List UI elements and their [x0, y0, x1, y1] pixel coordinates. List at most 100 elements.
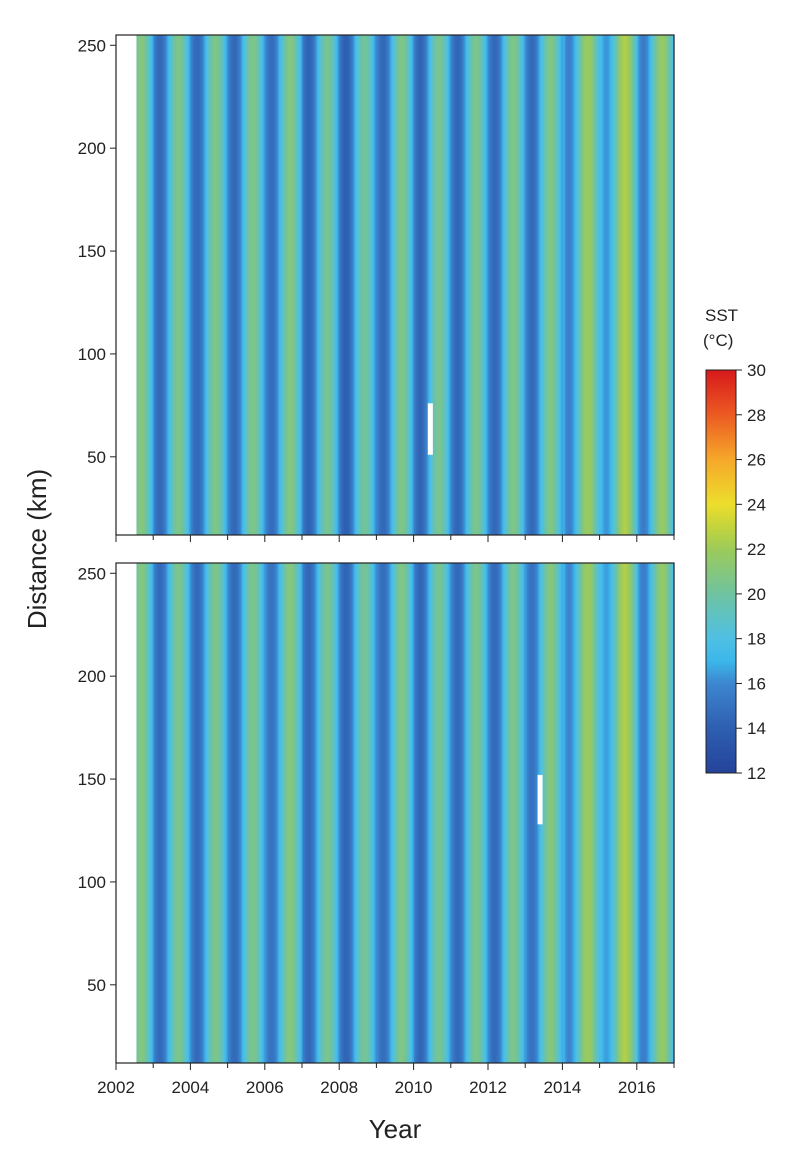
sst-column	[602, 35, 604, 535]
sst-column	[231, 563, 233, 1063]
x-tick-label: 2012	[469, 1078, 507, 1097]
sst-column	[437, 35, 439, 535]
sst-column	[492, 35, 495, 535]
sst-column	[202, 563, 204, 1063]
sst-column	[544, 563, 546, 1063]
sst-column	[318, 35, 320, 535]
sst-column	[614, 35, 617, 535]
sst-column	[359, 35, 362, 535]
sst-column	[279, 563, 282, 1063]
sst-column	[585, 563, 588, 1063]
sst-column	[200, 35, 202, 535]
sst-column	[651, 35, 653, 535]
sst-column	[586, 563, 589, 1063]
sst-column	[150, 35, 152, 535]
sst-column	[344, 35, 347, 535]
sst-column	[368, 35, 370, 535]
sst-column	[229, 563, 231, 1063]
sst-column	[355, 35, 357, 535]
sst-column	[480, 35, 482, 535]
sst-column	[233, 35, 235, 535]
sst-column	[264, 563, 266, 1063]
sst-column	[248, 563, 250, 1063]
sst-column	[426, 563, 428, 1063]
sst-column	[283, 563, 286, 1063]
sst-column	[209, 563, 211, 1063]
sst-column	[530, 563, 532, 1063]
sst-column	[260, 563, 262, 1063]
sst-column	[420, 563, 423, 1063]
sst-column	[454, 35, 457, 535]
sst-column	[560, 563, 562, 1063]
sst-column	[618, 563, 620, 1063]
sst-column	[358, 563, 361, 1063]
sst-column	[475, 563, 478, 1063]
sst-column	[485, 563, 487, 1063]
sst-column	[252, 35, 255, 535]
sst-column	[375, 35, 378, 535]
sst-column	[419, 35, 421, 535]
sst-column	[557, 563, 559, 1063]
sst-column	[618, 35, 620, 535]
sst-column	[232, 563, 234, 1063]
sst-column	[617, 563, 620, 1063]
sst-column	[627, 35, 630, 535]
sst-column	[481, 35, 483, 535]
sst-column	[258, 563, 260, 1063]
y-tick-label: 100	[78, 873, 106, 892]
sst-column	[286, 35, 289, 535]
sst-column	[330, 563, 332, 1063]
sst-column	[198, 35, 200, 535]
sst-column	[408, 563, 410, 1063]
sst-column	[524, 35, 527, 535]
sst-column	[582, 35, 585, 535]
sst-column	[442, 563, 444, 1063]
sst-column	[149, 563, 152, 1063]
sst-column	[623, 563, 625, 1063]
sst-column	[279, 563, 281, 1063]
sst-column	[639, 35, 641, 535]
sst-column	[147, 35, 149, 535]
sst-column	[576, 563, 579, 1063]
sst-column	[293, 563, 295, 1063]
sst-column	[241, 35, 243, 535]
sst-column	[303, 35, 305, 535]
sst-column	[373, 563, 375, 1063]
sst-column	[205, 563, 207, 1063]
sst-column	[348, 563, 351, 1063]
sst-column	[567, 35, 569, 535]
sst-column	[165, 563, 167, 1063]
sst-column	[398, 563, 400, 1063]
sst-column	[363, 35, 365, 535]
sst-column	[598, 563, 600, 1063]
sst-column	[644, 35, 647, 535]
sst-column	[454, 35, 456, 535]
sst-column	[154, 35, 156, 535]
sst-column	[446, 563, 448, 1063]
sst-column	[552, 563, 555, 1063]
sst-column	[301, 35, 303, 535]
sst-column	[624, 35, 627, 535]
sst-column	[448, 563, 451, 1063]
sst-column	[422, 563, 424, 1063]
sst-column	[374, 35, 376, 535]
sst-column	[293, 563, 296, 1063]
sst-column	[166, 563, 169, 1063]
sst-column	[450, 563, 452, 1063]
sst-column	[163, 563, 165, 1063]
sst-column	[211, 35, 214, 535]
sst-column	[465, 35, 468, 535]
sst-column	[441, 35, 443, 535]
sst-column	[410, 563, 413, 1063]
sst-column	[563, 35, 565, 535]
sst-column	[500, 35, 503, 535]
sst-column	[637, 35, 640, 535]
top-panel-frame	[115, 34, 675, 536]
sst-column	[268, 563, 270, 1063]
y-tick-label: 250	[78, 564, 106, 583]
sst-column	[262, 35, 265, 535]
sst-column	[286, 563, 289, 1063]
colorbar-tick-label: 24	[747, 495, 766, 514]
colorbar-ticks: 12 14 16 18 20 22 24 26 28 30	[736, 361, 766, 783]
